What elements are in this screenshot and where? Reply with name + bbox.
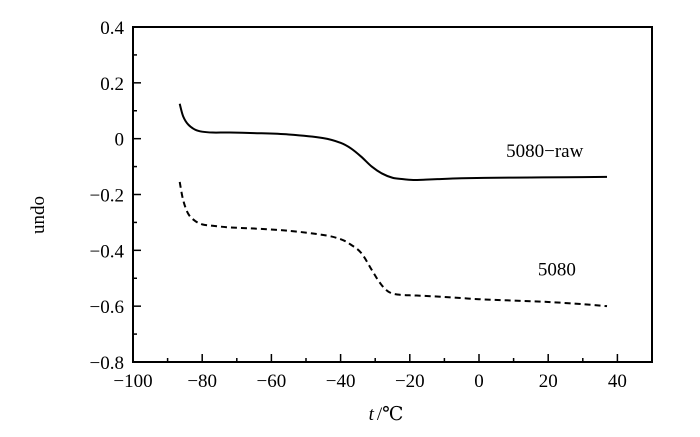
plot-border bbox=[132, 26, 653, 363]
plot-frame bbox=[132, 26, 653, 363]
x-axis-unit: /℃ bbox=[377, 404, 404, 425]
series-label-1: 5080 bbox=[538, 259, 576, 280]
y-tick-label: 0.4 bbox=[100, 18, 124, 39]
y-tick-label: 0.2 bbox=[100, 74, 124, 95]
series-annotations: 5080−raw 5080 bbox=[506, 141, 583, 281]
x-tick-label: −40 bbox=[326, 371, 356, 392]
x-tick-label: −80 bbox=[187, 371, 217, 392]
x-tick-label: −20 bbox=[395, 371, 425, 392]
series-lines bbox=[178, 103, 608, 308]
x-axis-title: t/℃ bbox=[369, 404, 404, 425]
y-tick-label: −0.8 bbox=[90, 353, 124, 374]
x-tick-label: 20 bbox=[539, 371, 558, 392]
series-label-0: 5080−raw bbox=[506, 141, 583, 162]
y-axis-title: undo bbox=[28, 196, 49, 234]
y-tick-label: 0 bbox=[115, 130, 125, 151]
axis-ticks bbox=[132, 26, 619, 363]
series-line-raw bbox=[178, 103, 608, 182]
x-tick-label: −100 bbox=[113, 371, 152, 392]
x-tick-label: −60 bbox=[257, 371, 287, 392]
y-tick-label: −0.4 bbox=[90, 241, 125, 262]
axis-tick-labels: −100 −80 −60 −40 −20 0 20 40 0.4 0.2 0 −0.2 −0.4 −0.6… bbox=[90, 18, 627, 392]
x-tick-label: 0 bbox=[474, 371, 484, 392]
series-line-treated bbox=[178, 181, 608, 308]
y-tick-label: −0.2 bbox=[90, 186, 124, 207]
x-tick-label: 40 bbox=[608, 371, 627, 392]
y-tick-label: −0.6 bbox=[90, 297, 124, 318]
x-axis-variable: t bbox=[369, 404, 375, 425]
